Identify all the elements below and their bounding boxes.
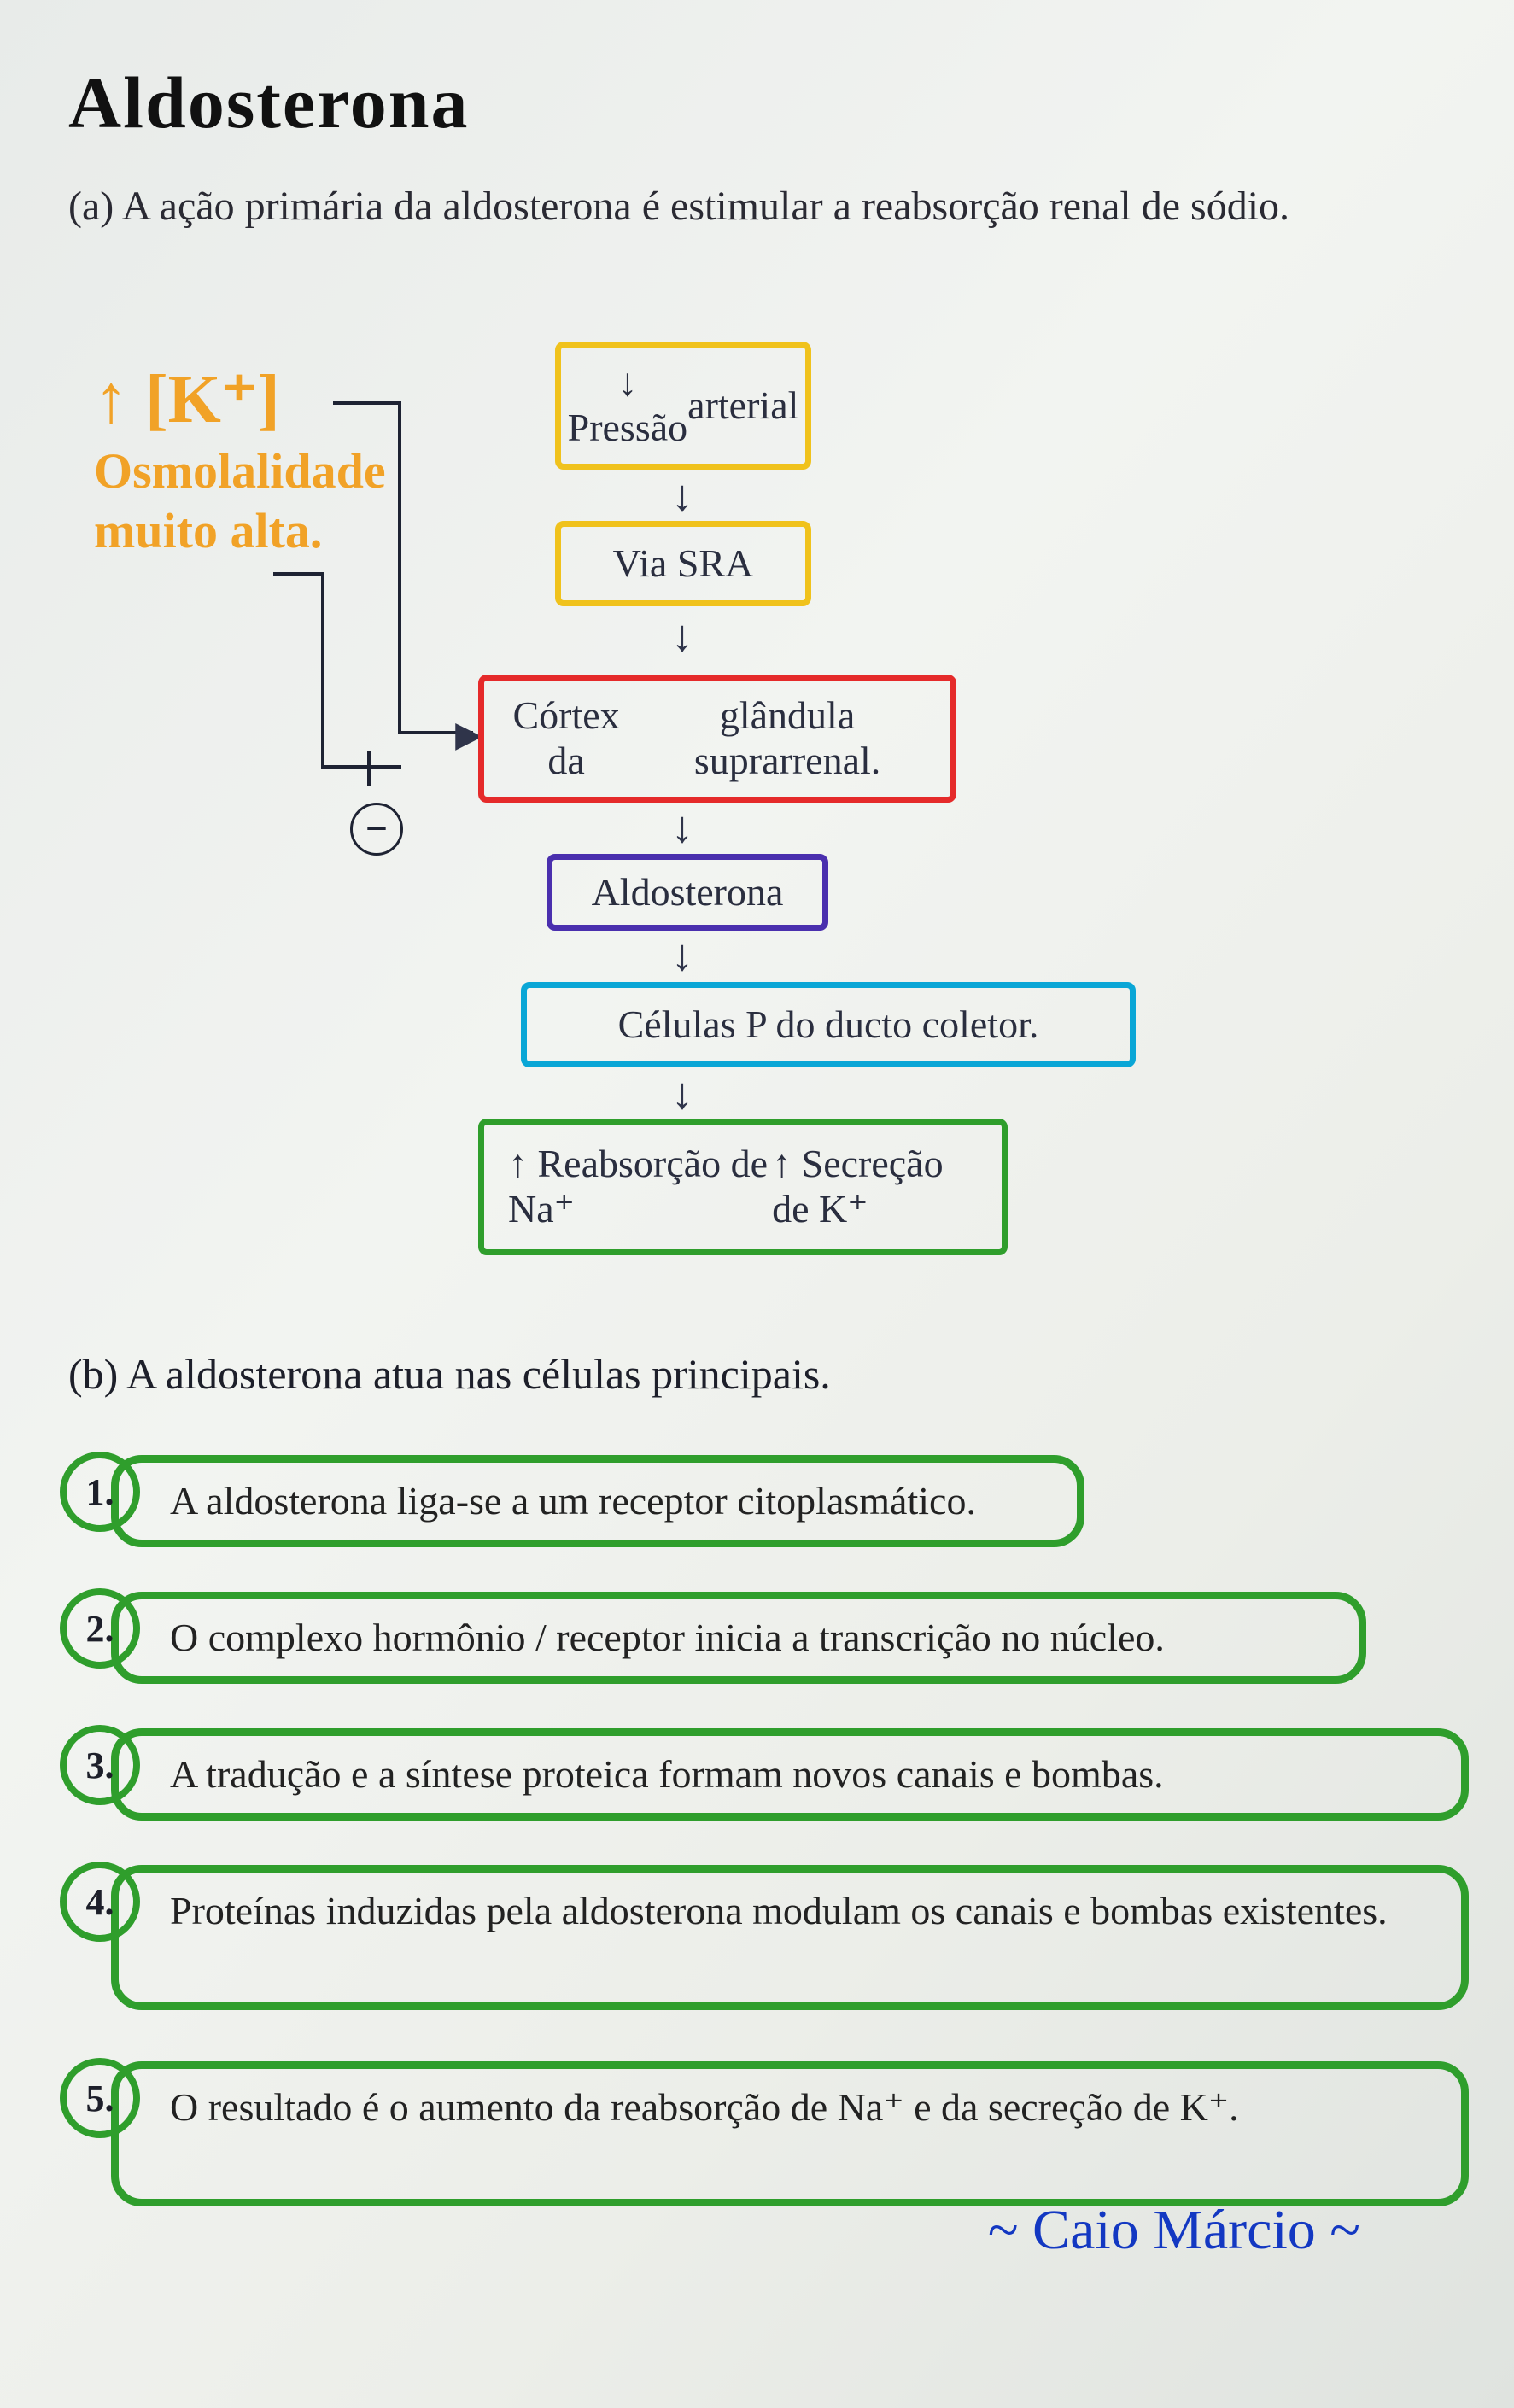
connector-line xyxy=(333,401,401,405)
arrow-down-icon: ↓ xyxy=(671,803,693,853)
section-b: (b) A aldosterona atua nas células princ… xyxy=(68,1349,1418,1399)
section-b-text: A aldosterona atua nas células principai… xyxy=(126,1350,831,1398)
arrowhead-icon: ▸ xyxy=(456,704,481,762)
step-text: O resultado é o aumento da reabsorção de… xyxy=(111,2061,1469,2206)
flow-box-sra: Via SRA xyxy=(555,521,811,606)
signature: ~ Caio Márcio ~ xyxy=(988,2198,1360,2263)
step-text: O complexo hormônio / receptor inicia a … xyxy=(111,1592,1366,1684)
section-a-label: (a) xyxy=(68,184,114,229)
section-b-label: (b) xyxy=(68,1350,118,1398)
flow-box-cortex: Córtex daglândula suprarrenal. xyxy=(478,675,956,803)
flow-box-result: ↑ Reabsorção de Na⁺↑ Secreção de K⁺ xyxy=(478,1119,1008,1255)
connector-line xyxy=(273,572,324,576)
arrow-down-icon: ↓ xyxy=(671,931,693,981)
step-number-badge: 5. xyxy=(60,2058,140,2138)
step-2: O complexo hormônio / receptor inicia a … xyxy=(60,1588,1426,1691)
section-a: (a) A ação primária da aldosterona é est… xyxy=(68,179,1418,235)
step-1: A aldosterona liga-se a um receptor cito… xyxy=(60,1452,1426,1554)
orange-osmolality-2: muito alta. xyxy=(94,504,418,558)
flow-box-pressure: ↓ Pressãoarterial xyxy=(555,342,811,470)
inhibit-minus-icon: − xyxy=(350,803,403,856)
inhibit-bar xyxy=(367,765,401,769)
inhibit-bar xyxy=(367,751,371,786)
step-text: Proteínas induzidas pela aldosterona mod… xyxy=(111,1865,1469,2010)
connector-line xyxy=(398,401,401,734)
arrow-down-icon: ↓ xyxy=(671,611,693,662)
step-4: Proteínas induzidas pela aldosterona mod… xyxy=(60,1862,1426,2024)
arrow-down-icon: ↓ xyxy=(671,471,693,522)
step-5: O resultado é o aumento da reabsorção de… xyxy=(60,2058,1426,2220)
flow-box-aldosterone: Aldosterona xyxy=(547,854,828,931)
step-text: A aldosterona liga-se a um receptor cito… xyxy=(111,1455,1084,1547)
orange-k-line: ↑ [K⁺] xyxy=(94,359,418,439)
orange-osmolality-1: Osmolalidade xyxy=(94,444,418,499)
step-text: A tradução e a síntese proteica formam n… xyxy=(111,1728,1469,1821)
orange-trigger-block: ↑ [K⁺] Osmolalidade muito alta. xyxy=(94,359,418,558)
step-3: A tradução e a síntese proteica formam n… xyxy=(60,1725,1426,1827)
flow-box-cells-p: Células P do ducto coletor. xyxy=(521,982,1136,1067)
arrow-down-icon: ↓ xyxy=(671,1069,693,1119)
step-number-badge: 2. xyxy=(60,1588,140,1669)
connector-line xyxy=(321,765,372,769)
page-title: Aldosterona xyxy=(68,60,470,145)
section-a-text: A ação primária da aldosterona é estimul… xyxy=(122,184,1289,229)
minus-glyph: − xyxy=(365,808,388,850)
step-number-badge: 3. xyxy=(60,1725,140,1805)
connector-line xyxy=(321,572,324,769)
step-number-badge: 4. xyxy=(60,1862,140,1942)
step-number-badge: 1. xyxy=(60,1452,140,1532)
